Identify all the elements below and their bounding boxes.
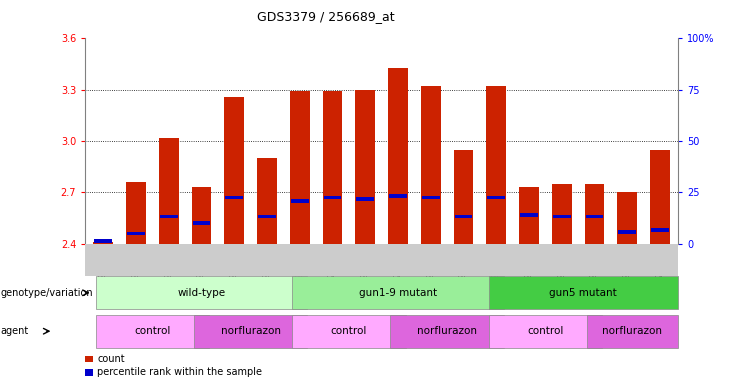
Bar <box>552 184 571 244</box>
Bar <box>160 215 178 218</box>
Bar <box>585 215 603 218</box>
Bar <box>324 196 342 200</box>
Text: control: control <box>134 326 170 336</box>
Bar <box>453 150 473 244</box>
Bar <box>126 182 146 244</box>
Bar <box>585 184 605 244</box>
Text: norflurazon: norflurazon <box>221 326 281 336</box>
Bar <box>389 194 407 198</box>
Bar <box>127 232 144 235</box>
Text: norflurazon: norflurazon <box>417 326 477 336</box>
Bar <box>519 187 539 244</box>
Text: percentile rank within the sample: percentile rank within the sample <box>97 367 262 377</box>
Bar <box>422 196 439 200</box>
Bar <box>225 196 243 200</box>
Bar <box>192 187 211 244</box>
Bar <box>421 86 441 244</box>
Bar <box>356 197 374 201</box>
Text: GDS3379 / 256689_at: GDS3379 / 256689_at <box>257 10 395 23</box>
Text: gun1-9 mutant: gun1-9 mutant <box>359 288 437 298</box>
Bar <box>291 199 308 203</box>
Bar <box>258 215 276 218</box>
Text: norflurazon: norflurazon <box>602 326 662 336</box>
Bar <box>520 213 538 217</box>
Bar <box>455 215 472 218</box>
Bar <box>553 215 571 218</box>
Bar <box>159 138 179 244</box>
Bar <box>356 90 375 244</box>
Text: gun5 mutant: gun5 mutant <box>550 288 617 298</box>
Text: wild-type: wild-type <box>177 288 225 298</box>
Bar <box>619 230 636 234</box>
Bar <box>388 68 408 244</box>
Bar <box>486 86 506 244</box>
Text: agent: agent <box>1 326 29 336</box>
Bar <box>488 196 505 200</box>
Bar <box>617 192 637 244</box>
Bar <box>651 228 669 232</box>
Bar <box>193 222 210 225</box>
Bar <box>257 158 277 244</box>
Bar <box>650 150 670 244</box>
Bar <box>225 97 244 244</box>
Bar <box>93 242 113 244</box>
Text: genotype/variation: genotype/variation <box>1 288 93 298</box>
Text: control: control <box>330 326 367 336</box>
Bar <box>290 91 310 244</box>
Text: control: control <box>527 326 564 336</box>
Text: count: count <box>97 354 124 364</box>
Bar <box>94 239 112 243</box>
Bar <box>322 91 342 244</box>
